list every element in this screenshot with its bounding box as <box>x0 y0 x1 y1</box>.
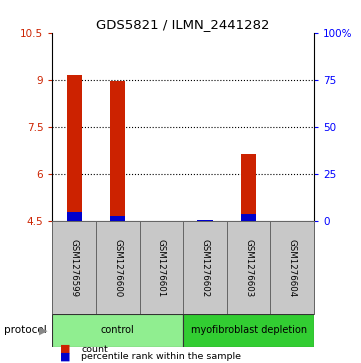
Text: count: count <box>81 345 108 354</box>
Bar <box>183 314 314 347</box>
Bar <box>66 75 82 221</box>
Bar <box>197 220 213 221</box>
Bar <box>66 212 82 221</box>
Text: ▶: ▶ <box>39 325 48 335</box>
Title: GDS5821 / ILMN_2441282: GDS5821 / ILMN_2441282 <box>96 19 270 32</box>
Bar <box>241 154 256 221</box>
Text: percentile rank within the sample: percentile rank within the sample <box>81 352 241 361</box>
Bar <box>241 214 256 221</box>
Text: GSM1276599: GSM1276599 <box>70 239 79 297</box>
Text: GSM1276602: GSM1276602 <box>200 238 209 297</box>
Text: GSM1276600: GSM1276600 <box>113 238 122 297</box>
Text: protocol: protocol <box>4 325 46 335</box>
Text: control: control <box>101 325 135 335</box>
Text: GSM1276604: GSM1276604 <box>288 238 297 297</box>
Text: GSM1276603: GSM1276603 <box>244 238 253 297</box>
Bar <box>183 221 227 314</box>
Bar <box>52 221 96 314</box>
Bar <box>52 314 183 347</box>
Bar <box>96 221 140 314</box>
Bar <box>110 81 125 221</box>
Text: GSM1276601: GSM1276601 <box>157 238 166 297</box>
Text: ■: ■ <box>60 351 70 361</box>
Bar <box>227 221 270 314</box>
Text: myofibroblast depletion: myofibroblast depletion <box>191 325 307 335</box>
Bar <box>140 221 183 314</box>
Bar <box>110 216 125 221</box>
Text: ■: ■ <box>60 344 70 354</box>
Bar <box>270 221 314 314</box>
